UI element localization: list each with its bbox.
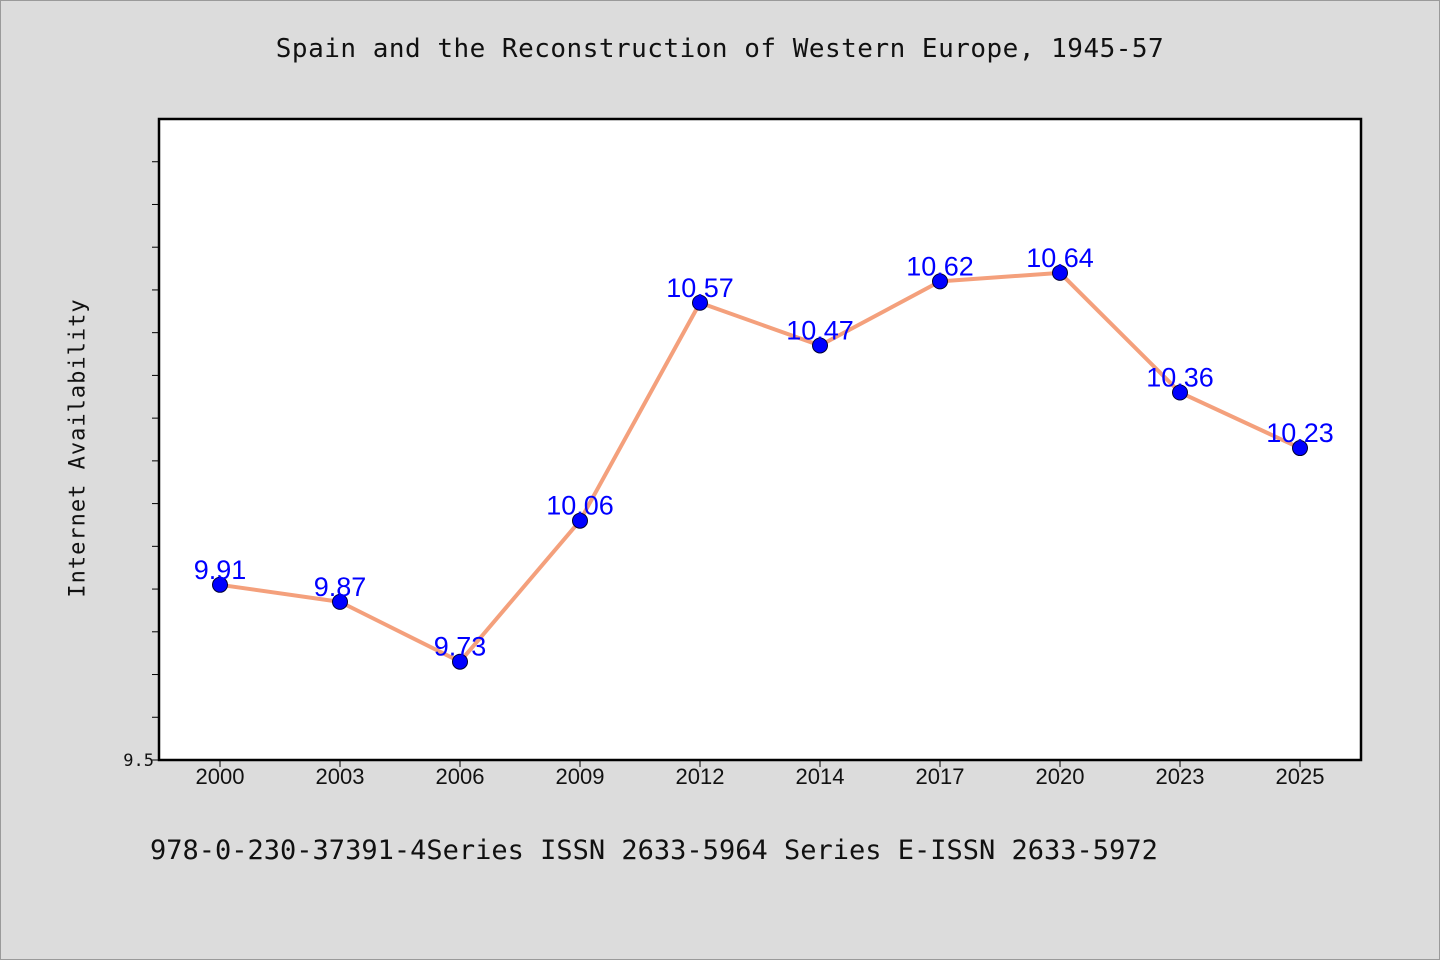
chart-title: Spain and the Reconstruction of Western … xyxy=(275,34,1165,64)
data-point xyxy=(332,593,348,610)
y-axis-ticks: 9.5 xyxy=(123,161,159,771)
data-point xyxy=(1292,440,1308,457)
data-point xyxy=(212,576,228,593)
x-tick-label: 2006 xyxy=(436,764,485,789)
series-line xyxy=(218,270,1302,664)
data-label: 9.91 xyxy=(194,555,247,585)
data-point xyxy=(692,294,708,311)
x-tick-label: 2000 xyxy=(196,764,245,789)
series-layer: 9.91 9.87 9.73 10.06 10.57 10.47 10.62 10.64 10.… xyxy=(194,243,1334,670)
y-tick-label: 9.5 xyxy=(123,751,154,771)
data-point xyxy=(1052,264,1068,281)
x-tick-label: 2014 xyxy=(796,764,845,789)
data-label: 10.64 xyxy=(1026,243,1094,273)
data-label: 10.47 xyxy=(786,315,854,345)
data-label: 9.87 xyxy=(314,572,367,602)
x-tick-label: 2009 xyxy=(556,764,605,789)
x-axis-ticks: 2000 2003 2006 2009 2012 2014 2017 2020 2023 2025 xyxy=(196,760,1325,789)
plot-area xyxy=(157,117,1363,762)
data-point xyxy=(932,273,948,290)
data-point xyxy=(572,512,588,529)
x-tick-label: 2023 xyxy=(1156,764,1205,789)
data-label: 10.06 xyxy=(546,491,614,521)
data-label: 10.62 xyxy=(906,251,974,281)
x-tick-label: 2012 xyxy=(676,764,725,789)
x-tick-label: 2025 xyxy=(1276,764,1325,789)
data-label: 10.36 xyxy=(1146,362,1214,392)
data-label: 9.73 xyxy=(434,632,487,662)
x-tick-label: 2017 xyxy=(916,764,965,789)
data-point xyxy=(1172,384,1188,401)
x-tick-label: 2020 xyxy=(1036,764,1085,789)
x-tick-label: 2003 xyxy=(316,764,365,789)
data-point xyxy=(812,337,828,354)
data-label: 10.57 xyxy=(666,273,734,303)
data-label: 10.23 xyxy=(1266,418,1334,448)
data-point xyxy=(452,653,468,670)
footer-isbn-issn: 978-0-230-37391-4Series ISSN 2633-5964 S… xyxy=(150,835,1158,866)
